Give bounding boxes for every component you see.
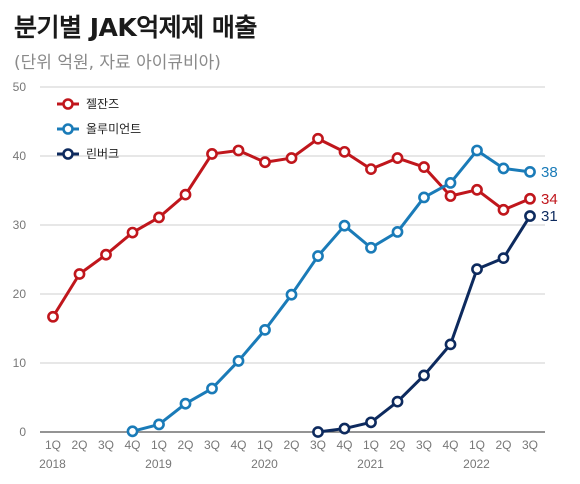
data-point bbox=[365, 416, 377, 429]
series-points bbox=[47, 132, 536, 438]
legend-label: 올루미언트 bbox=[86, 122, 141, 136]
data-point bbox=[444, 177, 457, 189]
data-point bbox=[497, 203, 510, 216]
series-lines bbox=[51, 137, 532, 434]
x-year-label: 2022 bbox=[463, 457, 490, 471]
data-point bbox=[391, 395, 404, 408]
data-point bbox=[179, 188, 192, 201]
legend-label: 린버크 bbox=[86, 147, 119, 161]
data-point bbox=[365, 241, 377, 254]
data-point bbox=[418, 191, 430, 204]
data-point bbox=[471, 263, 483, 276]
end-value-label: 31 bbox=[541, 208, 558, 225]
data-point bbox=[312, 426, 324, 438]
x-tick-label: 3Q bbox=[522, 438, 538, 452]
x-tick-label: 3Q bbox=[98, 438, 114, 452]
data-point bbox=[153, 418, 165, 431]
x-tick-label: 2Q bbox=[283, 438, 299, 452]
legend-swatch-marker bbox=[62, 148, 74, 160]
legend-swatch-marker bbox=[62, 123, 74, 135]
data-point bbox=[524, 210, 536, 222]
x-tick-label: 4Q bbox=[124, 438, 140, 452]
data-point bbox=[391, 225, 404, 238]
y-axis-ticks: 0 10 20 30 40 50 bbox=[13, 80, 27, 439]
data-point bbox=[391, 152, 404, 164]
legend-label: 젤잔즈 bbox=[86, 97, 119, 111]
x-tick-label: 4Q bbox=[336, 438, 352, 452]
data-point bbox=[365, 163, 377, 176]
data-point bbox=[232, 355, 245, 367]
data-point bbox=[471, 183, 483, 196]
x-year-label: 2020 bbox=[251, 457, 278, 471]
grid-lines bbox=[40, 86, 545, 433]
data-point bbox=[338, 219, 351, 232]
data-point bbox=[126, 226, 139, 239]
data-point bbox=[285, 152, 298, 164]
x-year-label: 2019 bbox=[145, 457, 172, 471]
legend-swatch-marker bbox=[62, 98, 74, 110]
data-point bbox=[259, 323, 271, 336]
x-tick-label: 3Q bbox=[204, 438, 220, 452]
x-axis-ticks: 1Q 2Q 3Q 4Q 1Q 2Q 3Q 4Q 1Q 2Q 3Q 4Q 1Q 2Q 3Q 4Q 1Q 2Q 3Q 20… bbox=[39, 438, 538, 471]
x-tick-label: 3Q bbox=[310, 438, 326, 452]
y-tick-label: 0 bbox=[19, 425, 26, 439]
x-tick-label: 4Q bbox=[442, 438, 458, 452]
data-point bbox=[418, 369, 430, 382]
x-tick-label: 2Q bbox=[389, 438, 405, 452]
data-point bbox=[206, 148, 218, 160]
data-point bbox=[524, 192, 536, 205]
data-point bbox=[471, 144, 483, 157]
data-point bbox=[524, 165, 536, 178]
y-tick-label: 20 bbox=[13, 287, 27, 301]
data-point bbox=[497, 252, 510, 265]
data-point bbox=[100, 248, 112, 261]
chart-title: 분기별 JAK억제제 매출 bbox=[14, 13, 257, 42]
x-tick-label: 1Q bbox=[363, 438, 379, 452]
data-point bbox=[206, 382, 218, 395]
x-tick-label: 1Q bbox=[469, 438, 485, 452]
x-tick-label: 2Q bbox=[495, 438, 511, 452]
x-year-label: 2021 bbox=[357, 457, 384, 471]
chart-subtitle: (단위 억원, 자료 아이큐비아) bbox=[14, 53, 221, 73]
data-point bbox=[73, 268, 86, 280]
x-tick-label: 1Q bbox=[151, 438, 167, 452]
data-point bbox=[47, 310, 59, 323]
series-end-labels: 34 38 31 bbox=[541, 164, 558, 225]
data-point bbox=[312, 132, 324, 145]
x-tick-label: 4Q bbox=[230, 438, 246, 452]
data-point bbox=[179, 397, 192, 410]
x-tick-label: 1Q bbox=[45, 438, 61, 452]
data-point bbox=[444, 190, 457, 202]
data-point bbox=[338, 145, 351, 158]
data-point bbox=[259, 156, 271, 169]
data-point bbox=[232, 144, 245, 157]
data-point bbox=[126, 425, 139, 438]
end-value-label: 34 bbox=[541, 191, 558, 208]
x-tick-label: 1Q bbox=[257, 438, 273, 452]
x-tick-label: 2Q bbox=[177, 438, 193, 452]
data-point bbox=[444, 338, 457, 351]
data-point bbox=[312, 250, 324, 262]
data-point bbox=[153, 211, 165, 224]
y-tick-label: 10 bbox=[13, 356, 27, 370]
x-year-label: 2018 bbox=[39, 457, 66, 471]
y-tick-label: 50 bbox=[13, 80, 27, 94]
data-point bbox=[497, 162, 510, 175]
y-tick-label: 40 bbox=[13, 149, 27, 163]
x-tick-label: 3Q bbox=[416, 438, 432, 452]
end-value-label: 38 bbox=[541, 164, 558, 181]
series-line-2 bbox=[316, 214, 532, 434]
data-point bbox=[418, 161, 430, 173]
series-line-1 bbox=[131, 148, 532, 433]
y-tick-label: 30 bbox=[13, 218, 27, 232]
data-point bbox=[285, 288, 298, 301]
data-point bbox=[338, 422, 351, 435]
x-tick-label: 2Q bbox=[71, 438, 87, 452]
